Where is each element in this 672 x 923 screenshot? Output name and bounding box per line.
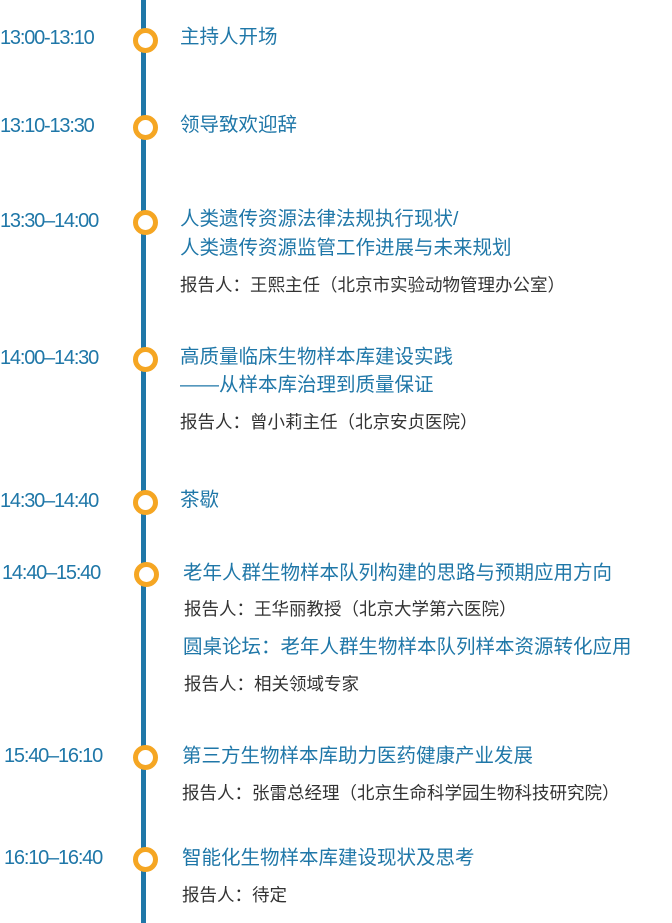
time-slot: 14:40–15:40	[2, 562, 101, 584]
session-title: 主持人开场	[180, 26, 278, 48]
reporter: 报告人：王熙主任（北京市实验动物管理办公室）	[180, 275, 565, 295]
timeline-dot-icon	[133, 745, 158, 770]
timeline-dot-icon	[133, 115, 158, 140]
time-slot: 15:40–16:10	[4, 745, 103, 767]
session-title: 领导致欢迎辞	[180, 114, 298, 136]
time-slot: 13:30–14:00	[0, 210, 99, 232]
session-title: 高质量临床生物样本库建设实践	[180, 346, 454, 368]
session-title: 茶歇	[180, 489, 220, 511]
session-title: 人类遗传资源法律法规执行现状/	[180, 208, 459, 230]
timeline-line	[141, 0, 146, 923]
timeline-dot-icon	[133, 210, 158, 235]
session-title: 人类遗传资源监管工作进展与未来规划	[180, 237, 512, 259]
session-title: ——从样本库治理到质量保证	[180, 374, 434, 396]
time-slot: 13:10-13:30	[0, 115, 95, 137]
reporter: 报告人：王华丽教授（北京大学第六医院）	[184, 599, 517, 619]
timeline-dot-icon	[133, 490, 158, 515]
session-title: 智能化生物样本库建设现状及思考	[182, 847, 475, 869]
reporter: 报告人：张雷总经理（北京生命科学园生物科技研究院）	[182, 783, 620, 803]
session-title: 老年人群生物样本队列构建的思路与预期应用方向	[183, 562, 613, 584]
time-slot: 13:00-13:10	[0, 27, 95, 49]
time-slot: 14:00–14:30	[0, 347, 99, 369]
reporter: 报告人：待定	[182, 885, 287, 905]
session-title: 圆桌论坛：老年人群生物样本队列样本资源转化应用	[183, 636, 632, 658]
timeline-dot-icon	[133, 847, 158, 872]
time-slot: 14:30–14:40	[0, 490, 99, 512]
timeline-dot-icon	[133, 347, 158, 372]
reporter: 报告人：相关领域专家	[184, 674, 359, 694]
timeline-dot-icon	[133, 28, 158, 53]
timeline-dot-icon	[134, 562, 159, 587]
reporter: 报告人：曾小莉主任（北京安贞医院）	[180, 412, 478, 432]
session-title: 第三方生物样本库助力医药健康产业发展	[182, 745, 534, 767]
time-slot: 16:10–16:40	[4, 847, 103, 869]
